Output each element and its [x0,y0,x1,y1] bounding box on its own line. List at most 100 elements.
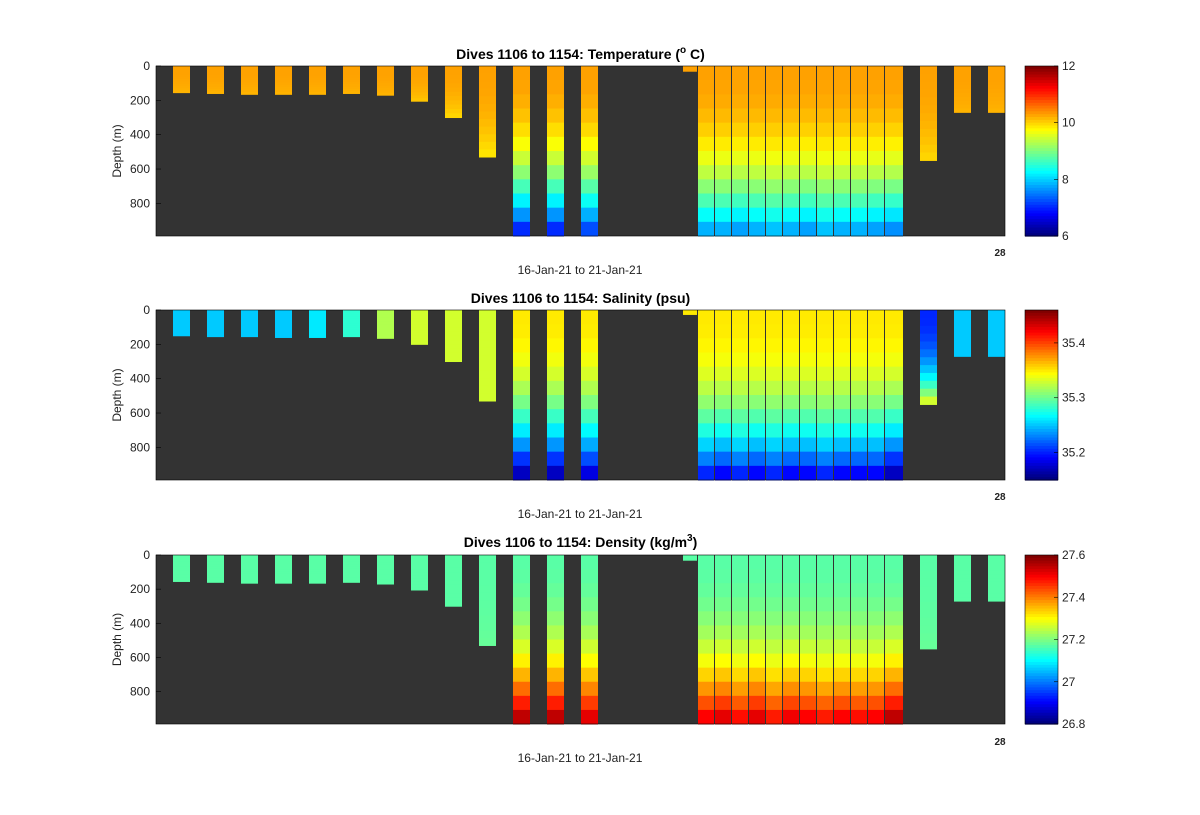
colorbar-swatch [1025,704,1058,708]
profile-cell [479,592,496,601]
profile-cell [411,71,428,76]
colorbar-swatch [1025,718,1058,722]
colorbar-swatch [1025,318,1058,322]
x-end-tick-label: 28 [994,492,1006,503]
profile-cell [581,151,598,166]
profile-cell [954,317,971,323]
profile-cell [513,653,530,669]
colorbar-swatch [1025,563,1058,567]
profile-cell [698,451,714,467]
axes-frame [155,309,1006,481]
profile-cell [868,108,884,124]
profile-cell [800,352,816,368]
profile-cell [954,77,971,82]
profile-cell [920,341,937,350]
profile-cell [800,122,816,138]
profile-cell [479,126,496,135]
profile-cell [715,597,731,612]
profile-cell [851,151,867,166]
profile-cell [732,611,748,626]
profile-cell [173,327,190,330]
profile-cell [885,352,903,368]
colorbar-swatch [1025,583,1058,587]
profile-cell [547,221,564,237]
profile-cell [343,329,360,333]
profile-cell [377,569,394,573]
profile-cell [445,70,462,76]
colorbar-swatch [1025,108,1058,112]
profile-cell [766,569,782,584]
y-axis-label: Depth (m) [110,368,124,421]
colorbar-swatch [1025,695,1058,700]
colorbar-swatch [1025,460,1058,464]
profile-cell [343,568,360,572]
profile-cell [173,90,190,94]
profile-cell [885,437,903,453]
profile-cell [868,569,884,584]
profile-cell [683,70,697,72]
colorbar-swatch [1025,221,1058,226]
profile-cell [988,317,1005,323]
profile-cell [309,328,326,332]
profile-cell [783,423,799,438]
profile-cell [817,136,833,152]
profile-cell [411,310,428,314]
profile-cell [479,88,496,97]
profile-cell [749,597,765,612]
profile-cell [513,583,530,598]
profile-cell [715,667,731,683]
profile-cell [988,333,1005,338]
profile-cell [834,695,850,711]
profile-cell [377,562,394,566]
colorbar: 6 8 10 12 [1024,59,1076,243]
profile-cell [868,423,884,438]
profile-cell [479,393,496,402]
profile-cell [954,310,971,315]
colorbar-swatch [1025,66,1058,70]
profile-cell [783,108,799,124]
profile-cell [581,380,598,396]
profile-cell [241,316,258,320]
profile-column [749,310,765,481]
profile-cell [547,193,564,209]
profile-cell [581,338,598,353]
colorbar-swatch [1025,591,1058,596]
profile-cell [173,74,190,78]
profile-cell [547,569,564,584]
colorbar-swatch [1025,585,1058,590]
profile-column [851,310,867,481]
profile-cell [445,113,462,119]
profile-cell [851,80,867,95]
profile-cell [988,555,1005,560]
profile-cell [920,66,937,75]
profile-cell [988,66,1005,71]
profile-cell [715,193,731,209]
profile-column [868,66,884,237]
profile-column [411,555,428,591]
profile-cell [817,625,833,640]
profile-cell [851,625,867,640]
profile-cell [851,193,867,209]
profile-cell [851,611,867,626]
profile-cell [715,122,731,138]
profile-cell [749,151,765,166]
profile-cell [547,66,564,81]
profile-cell [479,555,496,564]
profile-cell [207,312,224,315]
profile-cell [173,561,190,565]
profile-column [834,555,850,725]
profile-cell [885,653,903,669]
profile-cell [513,352,530,368]
profile-cell [581,597,598,612]
profile-cell [207,570,224,574]
profile-cell [445,584,462,590]
profile-cell [309,564,326,568]
profile-cell [954,321,971,326]
profile-cell [207,79,224,83]
profile-cell [954,589,971,594]
colorbar-swatch [1025,145,1058,149]
profile-cell [783,639,799,655]
profile-cell [445,572,462,577]
profile-cell [343,310,360,313]
profile-cell [411,74,428,79]
